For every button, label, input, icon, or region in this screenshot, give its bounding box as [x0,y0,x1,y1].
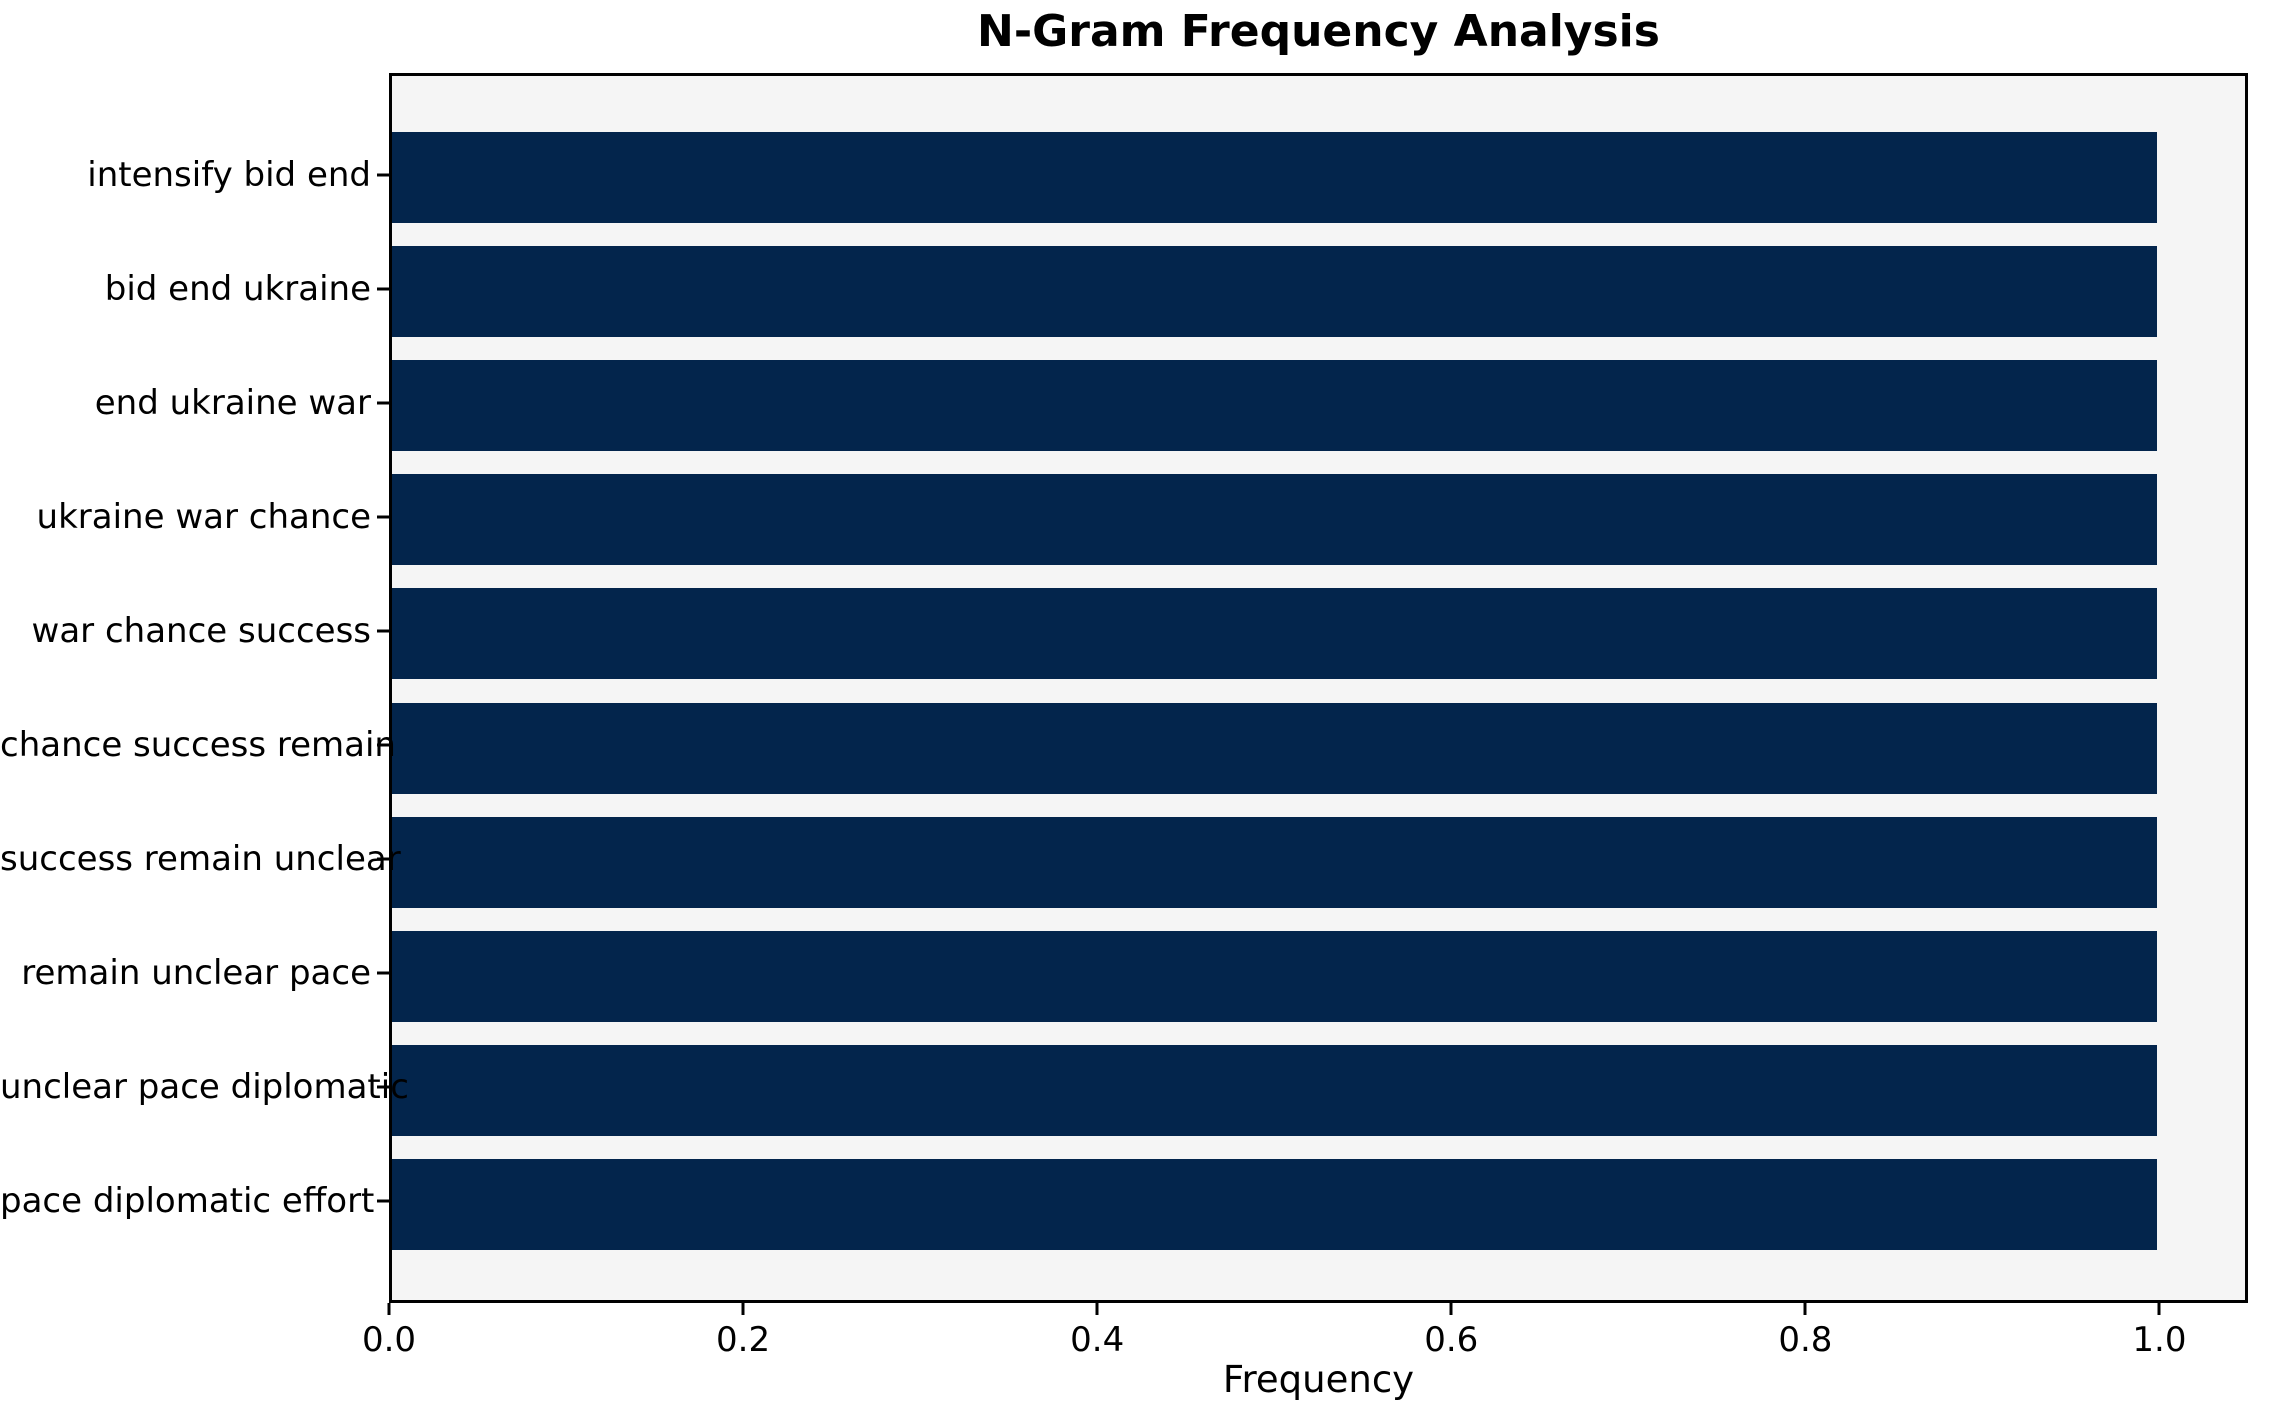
x-tick-label: 0.0 [361,1320,417,1360]
y-tick-mark [377,173,389,176]
y-tick-label: end ukraine war [94,382,371,423]
y-tick-label: pace diplomatic effort [0,1181,375,1222]
y-tick-mark [377,857,389,861]
y-tick-label: unclear pace diplomatic [0,1067,409,1108]
bar-ukraine-war-chance [392,474,2157,566]
y-tick-label: intensify bid end [87,154,371,195]
y-tick-mark [377,743,389,747]
bar-war-chance-success [392,588,2157,680]
y-tick-label: ukraine war chance [36,496,371,537]
x-tick-label: 0.4 [1070,1320,1125,1360]
y-tick-mark [377,629,389,633]
bar-pace-diplomatic-effort [392,1158,2157,1250]
x-tick-mark [2157,1303,2161,1315]
bar-success-remain-unclear [392,816,2157,908]
x-tick-label: 0.8 [1778,1320,1833,1360]
bar-remain-unclear-pace [392,930,2157,1022]
x-tick-mark [387,1303,391,1315]
y-tick-mark [377,1085,389,1089]
y-tick-mark [377,515,389,519]
x-tick-label: 0.6 [1424,1320,1479,1360]
y-tick-label: remain unclear pace [21,953,371,994]
x-tick-mark [1095,1303,1099,1315]
y-tick-mark [377,401,389,405]
chart-title: N-Gram Frequency Analysis [977,6,1660,57]
bar-chance-success-remain [392,702,2157,794]
x-tick-mark [741,1303,745,1315]
bar-end-ukraine-war [392,360,2157,452]
x-tick-mark [1803,1303,1807,1315]
y-tick-label: bid end ukraine [104,268,371,309]
y-tick-label: war chance success [31,610,371,651]
y-tick-label: chance success remain [0,725,396,765]
plot-area [389,73,2248,1303]
bar-intensify-bid-end [392,132,2157,223]
y-tick-mark [377,287,389,291]
x-tick-label: 0.2 [716,1320,771,1360]
y-tick-mark [377,971,389,975]
y-tick-label: success remain unclear [0,839,401,880]
x-tick-label: 1.0 [2132,1320,2187,1360]
x-tick-mark [1449,1303,1453,1315]
x-axis-label: Frequency [1222,1358,1415,1401]
bar-unclear-pace-diplomatic [392,1044,2157,1136]
bars-layer [392,76,2245,1300]
bar-bid-end-ukraine [392,246,2157,338]
y-tick-mark [377,1199,389,1203]
